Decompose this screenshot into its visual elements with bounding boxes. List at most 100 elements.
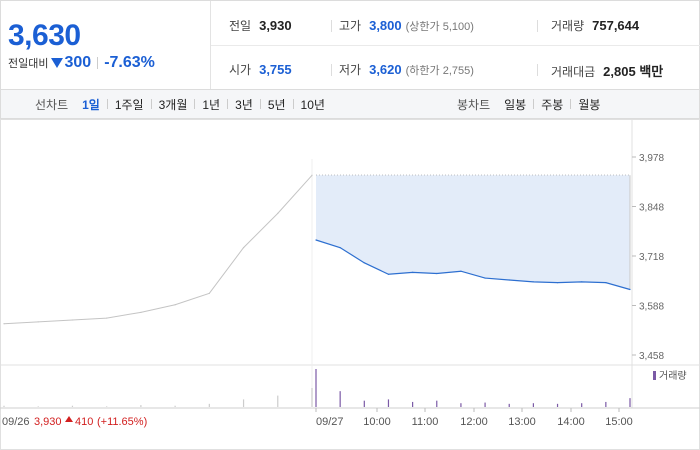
down-triangle-icon	[51, 58, 64, 68]
stat-label: 거래량	[551, 19, 585, 33]
y-tick-label: 3,458	[639, 351, 664, 362]
period-3month[interactable]: 3개월	[158, 97, 188, 112]
x-tick-label: 09/26	[2, 416, 30, 428]
x-tick-label: 10:00	[363, 416, 391, 428]
divider	[259, 99, 261, 109]
volume-bar-prev-day	[277, 395, 279, 407]
stat-label: 거래대금	[551, 65, 596, 79]
data-point-today	[484, 277, 486, 279]
data-point-today	[412, 271, 414, 273]
stat-sub: (상한가 5,100)	[405, 21, 474, 33]
divider	[106, 99, 108, 109]
candle-weekly[interactable]: 주봉	[541, 97, 564, 112]
stat-label: 고가	[339, 19, 362, 33]
divider	[537, 20, 538, 32]
data-point-today	[581, 281, 583, 283]
period-10year[interactable]: 10년	[300, 97, 325, 112]
volume-legend-swatch	[653, 371, 656, 380]
volume-bar-today	[581, 403, 583, 407]
volume-bar-prev-day	[71, 405, 74, 407]
today-area-fill	[316, 175, 630, 290]
period-1week[interactable]: 1주일	[114, 97, 144, 112]
period-1year[interactable]: 1년	[202, 97, 221, 112]
data-point-today	[339, 247, 341, 249]
up-triangle-icon	[65, 416, 73, 422]
volume-bar-prev-day	[140, 405, 142, 407]
stat-value: 757,644	[592, 18, 640, 33]
data-point-today	[363, 262, 365, 264]
data-point-prev-day	[140, 311, 142, 313]
change-label: 전일대비	[8, 58, 49, 70]
y-tick-label: 3,718	[639, 252, 664, 263]
y-tick-label: 3,978	[639, 153, 664, 164]
stat-value: 3,755	[259, 62, 292, 77]
stat-value: 3,930	[259, 18, 292, 33]
volume-bar-prev-day	[174, 405, 176, 407]
prev-day-change: 410	[75, 416, 93, 428]
stat-sub: (하한가 2,755)	[405, 65, 474, 77]
line-chart-title: 선차트	[35, 97, 69, 112]
prev-day-change-pct: (+11.65%)	[97, 416, 147, 428]
price-chart: 3,978 3,848 3,718 3,588 3,458 거래량 09/26 09/27 10…	[0, 119, 700, 450]
y-tick-label: 3,588	[639, 302, 664, 313]
line-chart-periods: 선차트 1일 1주일 3개월 1년 3년 5년 10년	[35, 96, 325, 113]
candle-chart-title: 봉차트	[457, 97, 491, 112]
change-percent: -7.63%	[104, 54, 155, 71]
period-3year[interactable]: 3년	[235, 97, 253, 112]
volume-bar-today	[460, 403, 462, 407]
chart-toolbar: 선차트 1일 1주일 3개월 1년 3년 5년 10년 봉차트 일봉 주봉 월봉	[0, 89, 700, 119]
divider	[331, 64, 332, 76]
divider	[533, 99, 535, 109]
candle-monthly[interactable]: 월봉	[578, 97, 601, 112]
data-point-today	[387, 273, 390, 275]
volume-legend-label: 거래량	[659, 370, 687, 382]
data-point-prev-day	[174, 304, 176, 306]
stat-value: 2,805 백만	[603, 64, 664, 79]
volume-bar-today	[339, 391, 341, 407]
data-point-prev-day	[3, 323, 5, 325]
x-tick-label: 09/27	[316, 416, 344, 428]
stat-trade-value: 거래대금 2,805 백만	[551, 61, 663, 80]
data-point-prev-day	[311, 174, 313, 176]
x-tick-label: 13:00	[508, 416, 536, 428]
divider	[97, 57, 99, 69]
volume-bar-today	[412, 401, 414, 407]
divider	[227, 99, 229, 109]
divider	[331, 20, 332, 32]
volume-bar-today	[629, 398, 631, 407]
divider	[537, 64, 538, 76]
stat-low: 저가 3,620 (하한가 2,755)	[339, 61, 474, 78]
data-point-prev-day	[208, 292, 210, 294]
data-point-prev-day	[37, 321, 39, 323]
x-tick-label: 14:00	[557, 416, 585, 428]
volume-bar-prev-day	[311, 388, 313, 407]
y-tick-label: 3,848	[639, 203, 664, 214]
period-1day[interactable]: 1일	[82, 97, 100, 112]
stat-value: 3,620	[369, 62, 402, 77]
series-line-today	[315, 239, 631, 291]
stat-label: 저가	[339, 63, 362, 77]
data-point-today	[436, 272, 438, 275]
x-tick-label: 11:00	[412, 416, 439, 428]
data-point-prev-day	[277, 212, 279, 214]
volume-bar-today	[315, 369, 317, 407]
candle-daily[interactable]: 일봉	[504, 97, 527, 112]
divider	[150, 99, 152, 109]
stat-label: 전일	[229, 19, 252, 33]
data-point-today	[556, 282, 559, 284]
current-price: 3,630	[8, 19, 81, 52]
volume-bar-today	[508, 403, 510, 407]
divider	[570, 99, 572, 109]
data-point-prev-day	[106, 317, 108, 319]
series-line-prev-day	[3, 174, 313, 325]
volume-bar-prev-day	[3, 405, 5, 407]
period-5year[interactable]: 5년	[267, 97, 286, 112]
data-point-today	[532, 281, 534, 283]
data-point-today	[605, 282, 607, 284]
divider	[292, 99, 294, 109]
price-summary: 3,630 전일대비 300 -7.63% 전일 3,930 고가 3,800 …	[0, 0, 700, 90]
stat-open: 시가 3,755	[229, 61, 292, 78]
x-tick-label: 12:00	[460, 416, 488, 428]
data-point-today	[629, 288, 631, 291]
stats-divider	[211, 45, 700, 46]
